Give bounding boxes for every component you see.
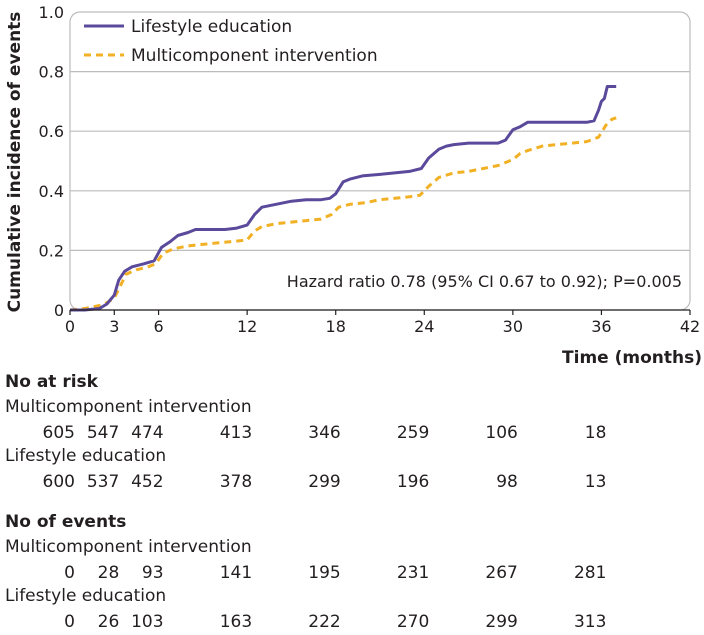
table-cell: 0 xyxy=(64,612,75,632)
x-tick-label: 12 xyxy=(237,317,257,336)
y-tick-label: 1.0 xyxy=(39,3,64,22)
table-cell: 98 xyxy=(496,472,518,492)
x-tick-label: 0 xyxy=(65,317,75,336)
table-cell: 605 xyxy=(42,423,75,443)
table-cell: 346 xyxy=(308,423,341,443)
series-line-lifestyle-education xyxy=(70,85,617,312)
table-cell: 103 xyxy=(131,612,164,632)
table-cell: 141 xyxy=(219,563,253,583)
table-cell: 13 xyxy=(584,472,607,492)
events-lifestyle-label: Lifestyle education xyxy=(5,586,167,606)
y-tick-label: 0.8 xyxy=(39,63,64,82)
events-lifestyle-row: 0 26 103 163 222 270 299 313 xyxy=(0,612,704,634)
events-multicomponent-row: 0 28 93 141 195 231 267 281 xyxy=(0,563,704,585)
table-cell: 267 xyxy=(485,563,518,583)
table-cell: 270 xyxy=(396,612,430,632)
at-risk-multicomponent-label: Multicomponent intervention xyxy=(5,397,252,417)
table-cell: 0 xyxy=(64,563,75,583)
table-cell: 313 xyxy=(573,612,607,632)
x-tick-label: 18 xyxy=(326,317,346,336)
table-cell: 600 xyxy=(42,472,75,492)
events-multicomponent-label: Multicomponent intervention xyxy=(5,537,252,557)
table-cell: 26 xyxy=(97,612,120,632)
series-line-multicomponent-intervention xyxy=(69,116,617,312)
x-tick-label: 24 xyxy=(414,317,434,336)
table-cell: 259 xyxy=(396,423,430,443)
table-cell: 106 xyxy=(485,423,518,443)
table-cell: 378 xyxy=(219,472,253,492)
at-risk-multicomponent-row: 605 547 474 413 346 259 106 18 xyxy=(0,423,704,445)
table-cell: 196 xyxy=(396,472,430,492)
table-cell: 195 xyxy=(308,563,341,583)
table-cell: 163 xyxy=(219,612,253,632)
y-tick-label: 0.2 xyxy=(39,241,64,260)
x-tick-label: 42 xyxy=(680,317,700,336)
at-risk-lifestyle-row: 600 537 452 378 299 196 98 13 xyxy=(0,472,704,494)
table-cell: 93 xyxy=(141,563,164,583)
x-tick-label: 30 xyxy=(503,317,523,336)
table-cell: 18 xyxy=(584,423,607,443)
y-tick-label: 0.6 xyxy=(39,122,64,141)
y-tick-label: 0.4 xyxy=(39,182,64,201)
table-cell: 547 xyxy=(86,423,120,443)
x-axis-label: Time (months) xyxy=(562,348,702,368)
x-tick-label: 6 xyxy=(153,317,163,336)
table-cell: 413 xyxy=(219,423,253,443)
table-cell: 537 xyxy=(86,472,120,492)
legend: Lifestyle education Multicomponent inter… xyxy=(84,17,378,66)
at-risk-lifestyle-label: Lifestyle education xyxy=(5,446,167,466)
legend-label-lifestyle-education: Lifestyle education xyxy=(131,17,292,37)
table-cell: 452 xyxy=(131,472,164,492)
table-cell: 281 xyxy=(573,563,607,583)
x-tick-label: 3 xyxy=(109,317,119,336)
events-title: No of events xyxy=(5,512,127,532)
table-cell: 474 xyxy=(131,423,164,443)
hazard-ratio-annotation: Hazard ratio 0.78 (95% CI 0.67 to 0.92);… xyxy=(287,272,682,291)
table-cell: 222 xyxy=(308,612,341,632)
table-cell: 299 xyxy=(485,612,518,632)
legend-label-multicomponent-intervention: Multicomponent intervention xyxy=(131,46,378,66)
table-cell: 299 xyxy=(308,472,341,492)
x-tick-label: 36 xyxy=(591,317,611,336)
cumulative-incidence-chart: 00.20.40.60.81.00 3 6 12 18 24 30 36 42 Cumulati… xyxy=(5,3,702,368)
table-cell: 28 xyxy=(97,563,120,583)
at-risk-title: No at risk xyxy=(5,372,98,392)
y-tick-label: 0 xyxy=(54,301,64,320)
table-cell: 231 xyxy=(396,563,430,583)
y-axis-label: Cumulative incidence of events xyxy=(5,12,25,313)
